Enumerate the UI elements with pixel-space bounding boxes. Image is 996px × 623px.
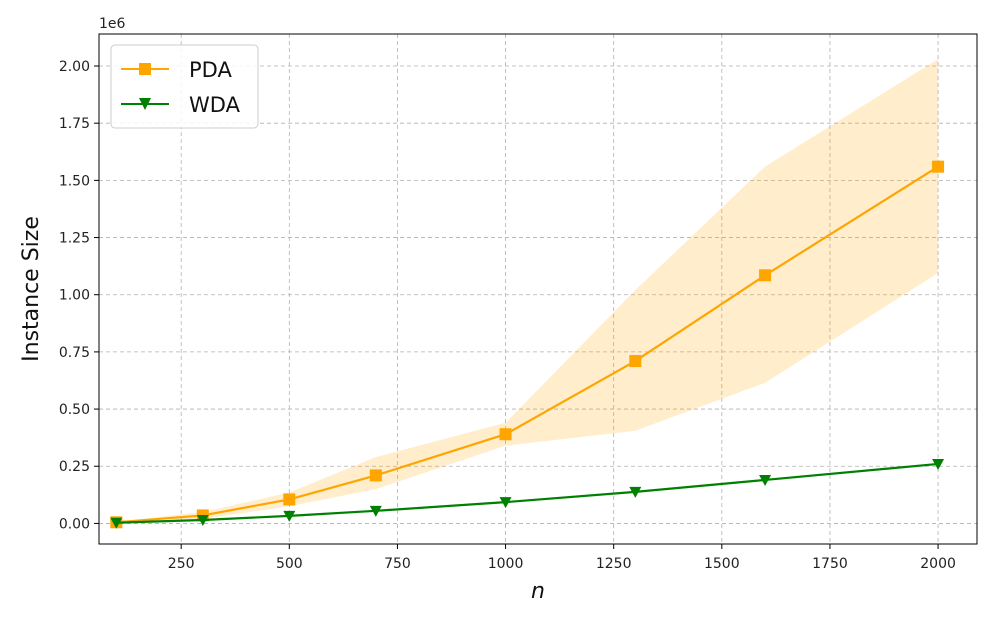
x-tick-label: 1750: [812, 556, 848, 572]
pda-point: [499, 428, 512, 441]
y-tick-label: 1.00: [59, 288, 90, 304]
y-axis-label: Instance Size: [19, 216, 44, 362]
y-tick-label: 1.25: [59, 231, 90, 247]
x-tick-label: 250: [168, 556, 195, 572]
x-axis-label: n: [531, 579, 545, 604]
confidence-bands: [116, 59, 939, 523]
x-ticks: 250 500 750 1000 1250 1500 1750 2000: [168, 544, 956, 572]
pda-point: [369, 469, 382, 482]
legend-pda-label: PDA: [189, 58, 232, 82]
y-tick-label: 0.50: [59, 402, 90, 418]
pda-point: [283, 493, 296, 506]
pda-line: [116, 165, 939, 524]
wda-point: [629, 486, 642, 498]
legend-wda-label: WDA: [189, 93, 241, 117]
x-tick-label: 500: [276, 556, 303, 572]
x-tick-label: 1250: [596, 556, 632, 572]
legend-wda-marker: [139, 98, 151, 110]
y-tick-label: 1.50: [59, 173, 90, 189]
x-tick-label: 750: [384, 556, 411, 572]
pda-point: [629, 355, 642, 368]
y-tick-label: 0.00: [59, 516, 90, 532]
wda-point: [283, 510, 296, 522]
wda-point: [369, 505, 382, 517]
grid: [99, 34, 977, 544]
legend-pda-marker: [139, 63, 151, 75]
series-lines: [110, 160, 945, 529]
x-tick-label: 2000: [920, 556, 956, 572]
wda-point: [932, 458, 945, 470]
y-tick-label: 0.25: [59, 459, 90, 475]
x-tick-label: 1500: [704, 556, 740, 572]
pda-point: [932, 160, 945, 173]
y-ticks: 0.00 0.25 0.50 0.75 1.00 1.25 1.50 1.75 2.00: [59, 59, 99, 532]
plot-area-frame: [98, 33, 978, 545]
pda-band: [116, 59, 939, 523]
wda-point: [759, 474, 772, 486]
wda-point: [499, 497, 512, 509]
pda-point: [759, 269, 772, 282]
wda-point: [110, 517, 123, 529]
x-tick-label: 1000: [488, 556, 524, 572]
legend: PDA WDA: [110, 44, 259, 129]
y-tick-label: 1.75: [59, 116, 90, 132]
wda-line: [116, 462, 939, 524]
y-offset-label: 1e6: [99, 16, 126, 32]
y-tick-label: 2.00: [59, 59, 90, 75]
y-tick-label: 0.75: [59, 345, 90, 361]
wda-point: [196, 514, 209, 526]
